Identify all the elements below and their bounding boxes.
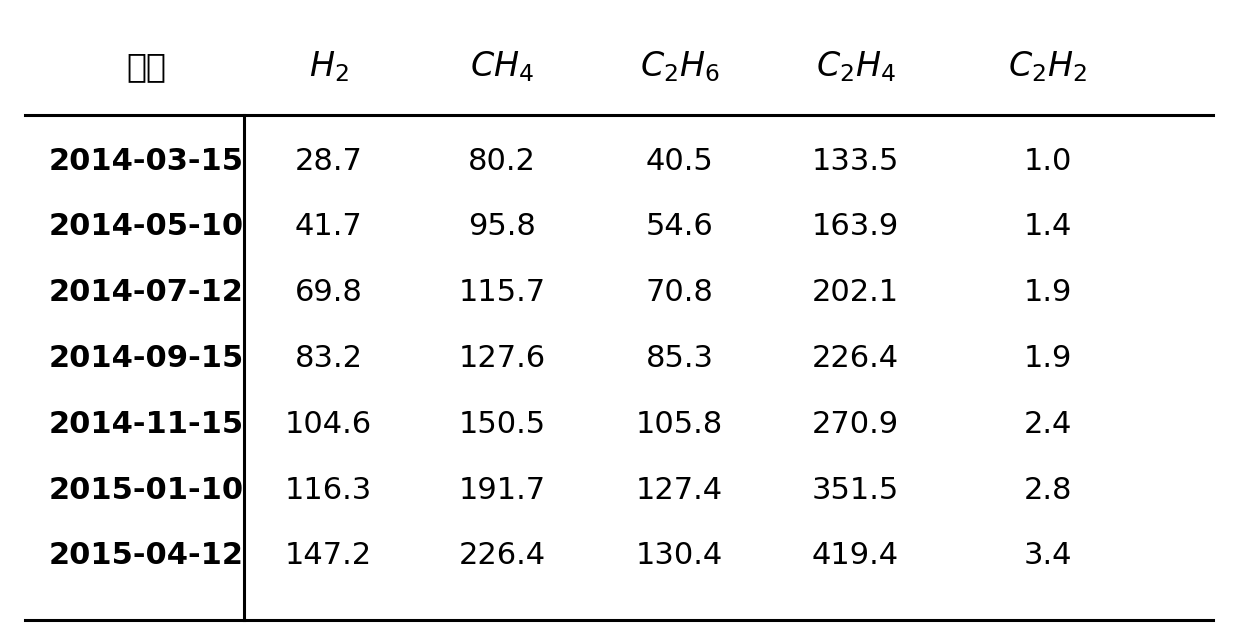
Text: 2.8: 2.8 [1023, 475, 1073, 505]
Text: $C_2H_2$: $C_2H_2$ [1008, 50, 1087, 84]
Text: 80.2: 80.2 [469, 146, 536, 176]
Text: 270.9: 270.9 [812, 410, 899, 439]
Text: 127.4: 127.4 [636, 475, 723, 505]
Text: 2014-05-10: 2014-05-10 [48, 212, 244, 242]
Text: 1.0: 1.0 [1023, 146, 1073, 176]
Text: 41.7: 41.7 [295, 212, 362, 242]
Text: 226.4: 226.4 [459, 541, 546, 571]
Text: 150.5: 150.5 [459, 410, 546, 439]
Text: 163.9: 163.9 [812, 212, 899, 242]
Text: $C_2H_4$: $C_2H_4$ [816, 50, 895, 84]
Text: 2014-11-15: 2014-11-15 [48, 410, 244, 439]
Text: 105.8: 105.8 [636, 410, 723, 439]
Text: 226.4: 226.4 [812, 344, 899, 373]
Text: 40.5: 40.5 [646, 146, 713, 176]
Text: 2014-09-15: 2014-09-15 [48, 344, 244, 373]
Text: 日期: 日期 [126, 50, 166, 84]
Text: 2015-01-10: 2015-01-10 [48, 475, 244, 505]
Text: $H_2$: $H_2$ [309, 50, 348, 84]
Text: 419.4: 419.4 [812, 541, 899, 571]
Text: 85.3: 85.3 [646, 344, 713, 373]
Text: 95.8: 95.8 [469, 212, 536, 242]
Text: 147.2: 147.2 [285, 541, 372, 571]
Text: 83.2: 83.2 [295, 344, 362, 373]
Text: 115.7: 115.7 [459, 278, 546, 307]
Text: 3.4: 3.4 [1023, 541, 1073, 571]
Text: 2.4: 2.4 [1023, 410, 1073, 439]
Text: 70.8: 70.8 [646, 278, 713, 307]
Text: 351.5: 351.5 [812, 475, 899, 505]
Text: $CH_4$: $CH_4$ [470, 50, 534, 84]
Text: 2014-07-12: 2014-07-12 [48, 278, 244, 307]
Text: 69.8: 69.8 [295, 278, 362, 307]
Text: 127.6: 127.6 [459, 344, 546, 373]
Text: $C_2H_6$: $C_2H_6$ [640, 50, 719, 84]
Text: 1.4: 1.4 [1023, 212, 1073, 242]
Text: 2015-04-12: 2015-04-12 [48, 541, 244, 571]
Text: 116.3: 116.3 [285, 475, 372, 505]
Text: 1.9: 1.9 [1023, 278, 1073, 307]
Text: 133.5: 133.5 [812, 146, 899, 176]
Text: 1.9: 1.9 [1023, 344, 1073, 373]
Text: 104.6: 104.6 [285, 410, 372, 439]
Text: 2014-03-15: 2014-03-15 [48, 146, 244, 176]
Text: 130.4: 130.4 [636, 541, 723, 571]
Text: 202.1: 202.1 [812, 278, 899, 307]
Text: 54.6: 54.6 [646, 212, 713, 242]
Text: 28.7: 28.7 [295, 146, 362, 176]
Text: 191.7: 191.7 [459, 475, 546, 505]
